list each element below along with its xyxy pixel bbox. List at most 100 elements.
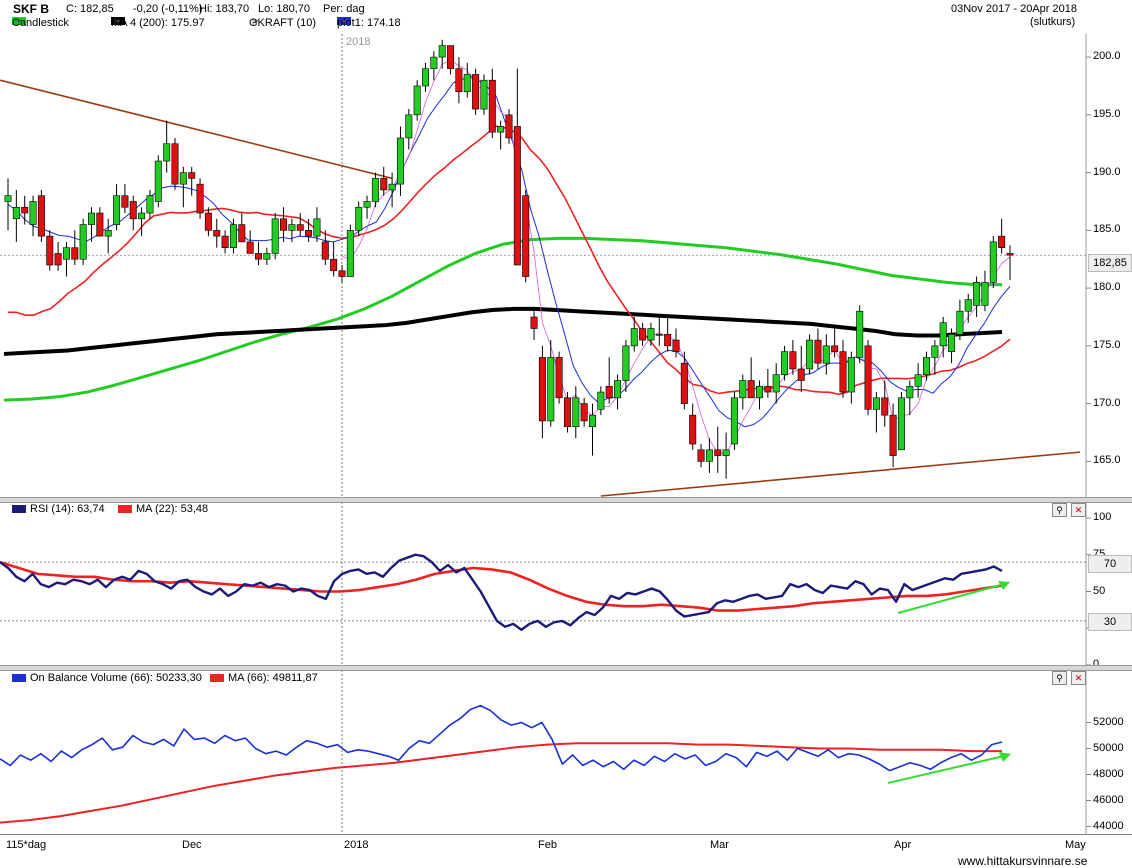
candle [330, 241, 338, 277]
candle-body [647, 328, 655, 341]
chevron-down-icon[interactable]: |▾ [340, 17, 347, 26]
legend-swatch [12, 505, 26, 514]
rsi-ma-legend[interactable]: MA (22): 53,48 [118, 503, 208, 515]
candle [313, 207, 321, 242]
candle [580, 397, 588, 427]
legend-swatch [12, 674, 26, 683]
candle-body [29, 201, 37, 225]
candle-body [956, 310, 964, 335]
price-tick-label: 185.0 [1093, 223, 1121, 236]
candle [380, 166, 388, 196]
candle-body [296, 224, 304, 231]
candle-body [555, 357, 563, 399]
candle [138, 207, 146, 237]
candle [79, 218, 87, 265]
candle [288, 218, 296, 242]
obv-ma-line [0, 742, 1002, 824]
interval-label[interactable]: 115*dag [6, 839, 47, 851]
candle [29, 195, 37, 237]
candle [396, 126, 404, 196]
candlesticks [4, 39, 1014, 479]
candle-body [906, 385, 914, 399]
candle [163, 120, 171, 173]
magnify-icon[interactable]: ⚲ [1052, 671, 1067, 685]
obv-legend[interactable]: On Balance Volume (66): 50233,30 [12, 672, 202, 684]
candle-body [639, 328, 647, 341]
magnify-icon[interactable]: ⚲ [1052, 503, 1067, 517]
obv-plot [0, 704, 1091, 827]
obv-ma-legend[interactable]: MA (66): 49811,87 [210, 672, 318, 684]
candle-body [722, 449, 730, 456]
year-marker: 2018 [346, 36, 371, 48]
candle-body [789, 351, 797, 370]
candle-body [138, 212, 146, 220]
candle-body [714, 449, 722, 456]
candle-body [914, 374, 922, 387]
candle [563, 392, 571, 433]
close-icon[interactable]: ✕ [1071, 503, 1086, 517]
candle-body [705, 449, 713, 462]
candle-body [948, 333, 956, 352]
candle-body [864, 345, 872, 410]
candle [346, 224, 354, 277]
chevron-down-icon[interactable]: |▾ [114, 17, 121, 26]
rsi-tick-label: 50 [1093, 584, 1106, 597]
candle-body [847, 357, 855, 393]
candle-body [338, 270, 346, 277]
candle-body [580, 403, 588, 422]
close-icon[interactable]: ✕ [1071, 671, 1086, 685]
price-tick-label: 200.0 [1093, 50, 1121, 63]
candle [973, 276, 981, 317]
candle [722, 432, 730, 479]
ma-green-line [3, 236, 1002, 402]
candle [605, 357, 613, 404]
candle-body [21, 206, 29, 214]
candle [931, 340, 939, 375]
chevron-down-icon[interactable]: |▾ [15, 17, 22, 26]
candle-body [463, 74, 471, 93]
period-value: Per: dag [323, 3, 365, 15]
candle-body [480, 79, 488, 110]
chart-header: SKF B C: 182,85 -0,20 (-0,11%) Hi: 183,7… [0, 0, 1132, 34]
candle [229, 218, 237, 254]
candle [547, 340, 555, 427]
candle [764, 368, 772, 398]
candle-body [998, 235, 1006, 248]
candle [789, 340, 797, 375]
candle-body [355, 206, 363, 231]
candle [922, 351, 930, 381]
candle-body [680, 362, 688, 404]
x-tick-label: Dec [182, 839, 202, 851]
legend-swatch [111, 17, 125, 25]
legend-label: MA (22): 53,48 [136, 503, 209, 515]
candle [263, 247, 271, 265]
candle-body [939, 322, 947, 347]
candle [104, 218, 112, 254]
candle-body [4, 195, 12, 202]
footer-website[interactable]: www.hittakursvinnare.se [958, 854, 1088, 868]
candle [62, 241, 70, 277]
candle [405, 109, 413, 150]
candle [271, 213, 279, 260]
x-tick-label: Feb [538, 839, 557, 851]
panel-separator[interactable] [0, 497, 1132, 503]
candle [121, 184, 129, 214]
candle [772, 363, 780, 404]
last-price-box: 182,85 [1088, 254, 1132, 272]
legend-swatch [337, 17, 351, 25]
candle-body [981, 282, 989, 306]
candle [305, 218, 313, 242]
candle-body [288, 224, 296, 231]
chevron-down-icon[interactable]: |▾ [252, 17, 259, 26]
candle [54, 241, 62, 271]
x-tick-label: May [1065, 839, 1086, 851]
ma-pink-line [341, 59, 518, 260]
rsi-legend[interactable]: RSI (14): 63,74 [12, 503, 105, 515]
candle [71, 230, 79, 265]
candle-body [371, 178, 379, 202]
candle-body [522, 195, 530, 277]
candle-body [781, 351, 789, 376]
panel-separator[interactable] [0, 665, 1132, 671]
candle [914, 363, 922, 398]
